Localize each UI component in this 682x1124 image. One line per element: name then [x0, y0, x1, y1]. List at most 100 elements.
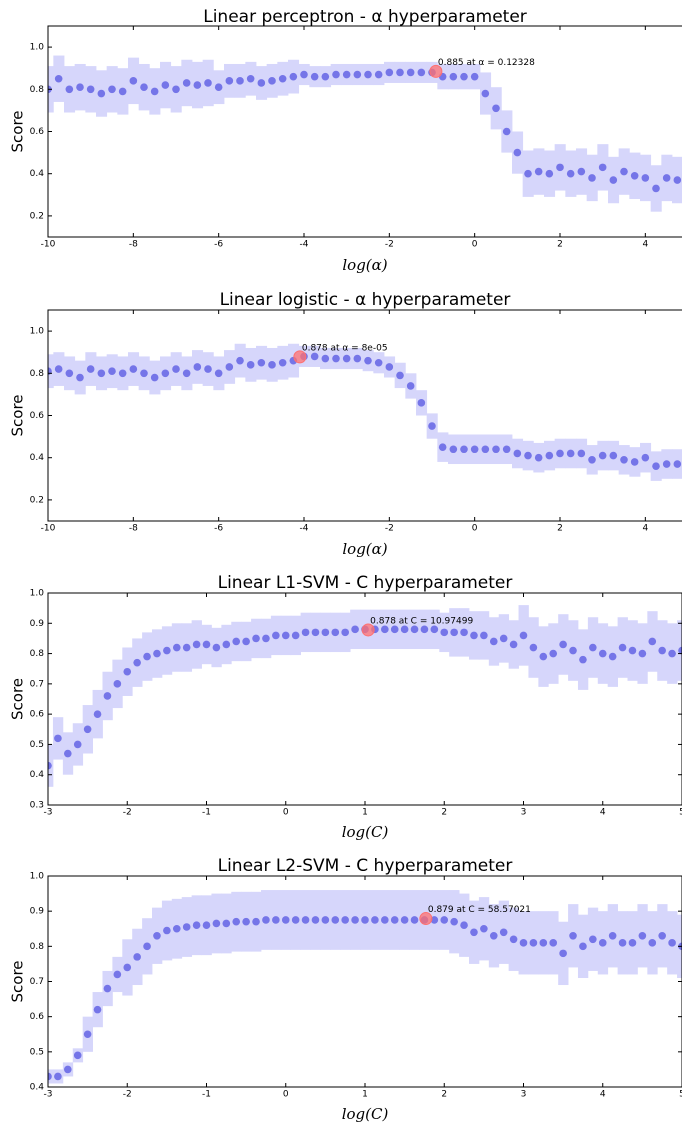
point — [153, 649, 161, 658]
point — [449, 445, 458, 454]
point — [400, 625, 409, 634]
point — [385, 363, 394, 371]
point — [161, 369, 170, 378]
x-axis-label: log(C) — [342, 1105, 389, 1123]
point — [76, 83, 84, 91]
y-tick-label: 1.0 — [30, 43, 45, 53]
chart-title: Linear L1-SVM - C hyperparameter — [218, 573, 513, 593]
y-tick-label: 0.6 — [30, 710, 45, 720]
x-tick-label: -2 — [385, 240, 394, 250]
y-tick-label: 0.9 — [30, 907, 45, 917]
point — [48, 761, 52, 770]
y-tick-label: 1.0 — [30, 589, 45, 599]
y-axis-label: Score — [9, 678, 27, 720]
point — [54, 1072, 62, 1081]
point — [513, 449, 522, 458]
point — [364, 356, 372, 365]
point — [118, 87, 127, 96]
plot-area — [48, 55, 682, 212]
point — [406, 382, 415, 390]
point — [310, 72, 319, 81]
point — [321, 628, 330, 637]
point — [499, 634, 508, 643]
point — [257, 79, 266, 87]
point — [620, 167, 628, 176]
point — [480, 631, 488, 640]
point — [480, 924, 488, 933]
x-axis-label: log(α) — [342, 540, 387, 558]
point — [65, 85, 74, 94]
point — [410, 625, 419, 634]
point — [342, 70, 351, 79]
point — [252, 917, 260, 926]
point — [492, 445, 500, 454]
point — [129, 77, 138, 85]
point — [430, 916, 439, 924]
best-annotation: 0.878 at α = 8e-05 — [302, 343, 388, 353]
point — [268, 361, 276, 369]
y-axis-label: Score — [9, 394, 27, 436]
point — [192, 640, 201, 649]
point — [438, 443, 447, 451]
point — [236, 77, 244, 85]
point — [232, 917, 241, 926]
x-tick-label: -10 — [41, 524, 56, 534]
point — [172, 85, 180, 94]
point — [64, 1065, 72, 1074]
point — [579, 655, 587, 664]
point — [103, 984, 112, 993]
point — [545, 169, 554, 178]
point — [202, 921, 211, 930]
point — [113, 680, 122, 688]
point — [589, 935, 597, 944]
point — [291, 631, 300, 640]
point — [108, 367, 116, 375]
point — [588, 456, 596, 464]
point — [440, 628, 449, 637]
x-tick-label: -8 — [129, 524, 138, 534]
plot-area — [48, 890, 682, 1084]
x-tick-label: 0 — [283, 1090, 289, 1100]
point — [97, 369, 106, 378]
chart-title: Linear perceptron - α hyperparameter — [203, 7, 527, 27]
point — [513, 148, 522, 157]
point — [566, 449, 575, 458]
point — [301, 628, 310, 637]
point — [589, 643, 597, 652]
y-tick-label: 0.7 — [30, 679, 44, 689]
x-axis-label: log(α) — [342, 256, 387, 274]
y-tick-label: 0.9 — [30, 619, 45, 629]
point — [390, 916, 399, 924]
point — [440, 916, 449, 924]
point — [620, 456, 628, 464]
point — [641, 174, 650, 182]
point — [321, 354, 330, 363]
point — [204, 79, 212, 87]
point — [519, 939, 528, 947]
point — [450, 628, 458, 637]
point — [246, 74, 255, 83]
point — [291, 916, 300, 924]
point — [129, 365, 138, 373]
point — [246, 361, 255, 369]
point — [143, 652, 151, 661]
best-annotation: 0.878 at C = 10.97499 — [370, 616, 473, 626]
point — [588, 174, 596, 182]
point — [556, 449, 564, 458]
point — [140, 83, 148, 91]
point — [252, 634, 260, 643]
point — [242, 637, 250, 646]
point — [509, 935, 518, 944]
point — [48, 1072, 52, 1081]
point — [331, 916, 340, 924]
point — [150, 87, 159, 96]
point — [236, 356, 244, 365]
point — [103, 692, 112, 700]
point — [300, 70, 308, 79]
point — [54, 734, 62, 743]
point — [214, 83, 223, 91]
point — [204, 365, 212, 373]
x-tick-label: -4 — [300, 240, 309, 250]
